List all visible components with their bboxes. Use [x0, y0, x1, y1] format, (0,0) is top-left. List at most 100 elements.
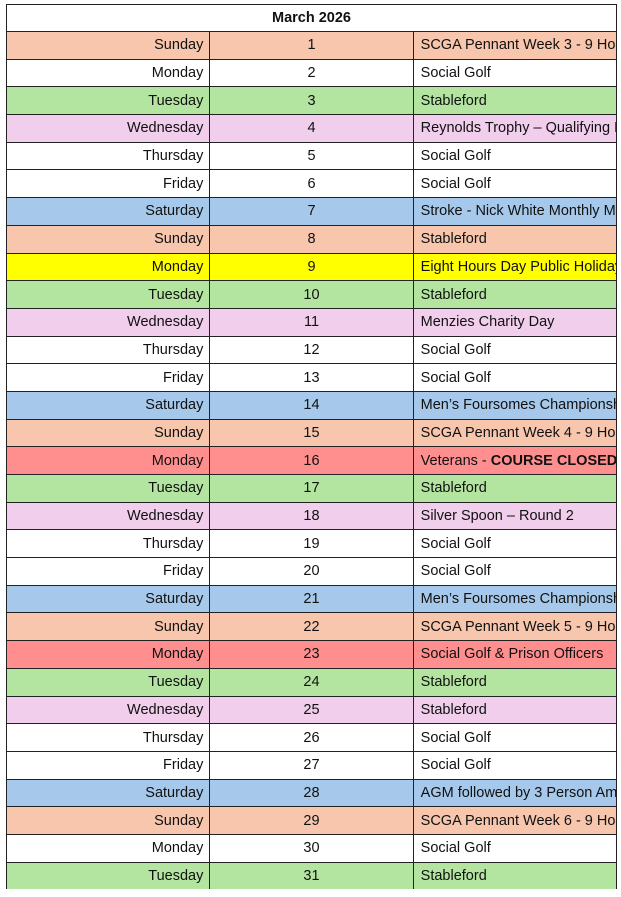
event-cell-text: Social Golf [420, 563, 491, 580]
event-cell: Men’s Foursomes Championships - Round 1 [412, 390, 618, 420]
date-cell-text: 8 [307, 231, 316, 248]
day-cell: Thursday [5, 335, 211, 365]
event-cell: SCGA Pennant Week 4 - 9 Hole Stableford … [412, 418, 618, 448]
date-cell-text: 1 [307, 37, 316, 54]
day-cell-text: Sunday [154, 37, 204, 54]
table-row: Saturday 7 Stroke - Nick White Monthly Med… [5, 197, 618, 226]
day-cell: Wednesday [5, 307, 211, 337]
event-cell: Stableford [412, 86, 618, 116]
event-cell: Stableford [412, 667, 618, 697]
table-row: Thursday 5 Social Golf [5, 141, 618, 171]
schedule-rows: Sunday 1 SCGA Pennant Week 3 - 9 Hole Stab… [5, 31, 618, 890]
event-cell-text: Veterans - [420, 452, 491, 469]
date-cell: 24 [209, 667, 414, 697]
date-cell-text: 3 [307, 92, 316, 109]
date-cell: 30 [209, 833, 414, 863]
table-row: Friday 13 Social Golf [5, 363, 618, 392]
day-cell-text: Tuesday [148, 92, 204, 109]
date-cell: 31 [209, 861, 414, 890]
table-row: Thursday 26 Social Golf [5, 723, 618, 752]
day-cell: Saturday [5, 197, 211, 226]
day-cell: Monday [5, 640, 211, 669]
date-cell: 27 [209, 750, 414, 780]
table-row: Tuesday 17 Stableford [5, 474, 618, 503]
day-cell: Wednesday [5, 114, 211, 143]
day-cell: Friday [5, 750, 211, 780]
date-cell-text: 15 [303, 424, 320, 441]
table-row: Friday 6 Social Golf [5, 169, 618, 199]
event-cell: Eight Hours Day Public Holiday - Social … [412, 252, 618, 282]
event-cell-text: Social Golf [420, 535, 491, 552]
table-row: Tuesday 3 Stableford [5, 86, 618, 116]
event-cell-text: Stableford [420, 701, 487, 718]
event-cell-text: Social Golf [420, 175, 491, 192]
day-cell: Tuesday [5, 667, 211, 697]
date-cell-text: 24 [303, 674, 320, 691]
date-cell-text: 27 [303, 757, 320, 774]
month-title: March 2026 [6, 4, 617, 32]
date-cell: 11 [209, 307, 414, 337]
day-cell-text: Sunday [154, 618, 204, 635]
date-cell: 29 [209, 806, 414, 835]
day-cell-text: Saturday [145, 397, 204, 414]
date-cell-text: 21 [303, 591, 320, 608]
event-cell: Social Golf [412, 169, 618, 199]
date-cell-text: 7 [307, 203, 316, 220]
event-cell-text: Stableford [420, 867, 487, 884]
table-row: Friday 20 Social Golf [5, 557, 618, 586]
event-cell-text: Social Golf [420, 840, 491, 857]
event-cell-text: Social Golf [420, 369, 491, 386]
event-cell-text: Reynolds Trophy – Qualifying Round [420, 120, 616, 137]
table-row: Monday 16 Veterans - COURSE CLOSED [5, 446, 618, 475]
table-row: Monday 23 Social Golf & Prison Officers [5, 640, 618, 669]
day-cell: Sunday [5, 806, 211, 835]
event-cell-text: AGM followed by 3 Person Ambrose [420, 784, 617, 801]
day-cell: Monday [5, 252, 211, 282]
event-cell: Social Golf [412, 723, 618, 752]
day-cell-text: Monday [151, 646, 204, 663]
day-cell: Saturday [5, 778, 211, 808]
date-cell-text: 29 [303, 812, 320, 829]
day-cell: Tuesday [5, 474, 211, 503]
date-cell: 1 [209, 31, 414, 60]
event-cell: Social Golf & Prison Officers [412, 640, 618, 669]
event-cell: Stableford [412, 695, 618, 725]
day-cell-text: Friday [163, 369, 204, 386]
day-cell: Sunday [5, 612, 211, 642]
table-row: Saturday 21 Men’s Foursomes Championships … [5, 584, 618, 614]
table-row: Sunday 1 SCGA Pennant Week 3 - 9 Hole Stab… [5, 31, 618, 60]
event-cell: AGM followed by 3 Person Ambrose [412, 778, 618, 808]
day-cell-text: Tuesday [148, 867, 204, 884]
table-row: Wednesday 25 Stableford [5, 695, 618, 725]
date-cell-text: 31 [303, 867, 320, 884]
day-cell-text: Tuesday [148, 480, 204, 497]
day-cell-text: Monday [151, 65, 204, 82]
date-cell-text: 19 [303, 535, 320, 552]
day-cell: Tuesday [5, 861, 211, 890]
date-cell-text: 17 [303, 480, 320, 497]
day-cell: Wednesday [5, 501, 211, 531]
day-cell-text: Sunday [154, 231, 204, 248]
table-row: Saturday 28 AGM followed by 3 Person Ambro… [5, 778, 618, 808]
table-row: Saturday 14 Men’s Foursomes Championships … [5, 390, 618, 420]
day-cell-text: Monday [151, 452, 204, 469]
event-cell: Stroke - Nick White Monthly Medal [412, 197, 618, 226]
date-cell-text: 13 [303, 369, 320, 386]
day-cell-text: Wednesday [127, 701, 204, 718]
event-cell-text: Social Golf & Prison Officers [420, 646, 604, 663]
table-row: Wednesday 18 Silver Spoon – Round 2 [5, 501, 618, 531]
date-cell: 15 [209, 418, 414, 448]
event-cell: Social Golf [412, 529, 618, 559]
date-cell-text: 6 [307, 175, 316, 192]
event-cell: Social Golf [412, 557, 618, 586]
table-row: Tuesday 31 Stableford [5, 861, 618, 890]
date-cell: 28 [209, 778, 414, 808]
day-cell: Sunday [5, 418, 211, 448]
table-row: Thursday 19 Social Golf [5, 529, 618, 559]
event-cell: Social Golf [412, 833, 618, 863]
date-cell-text: 28 [303, 784, 320, 801]
day-cell-text: Friday [163, 757, 204, 774]
day-cell-text: Wednesday [127, 120, 204, 137]
event-cell-text: SCGA Pennant Week 5 - 9 Hole Stableford … [420, 618, 616, 635]
day-cell: Saturday [5, 390, 211, 420]
